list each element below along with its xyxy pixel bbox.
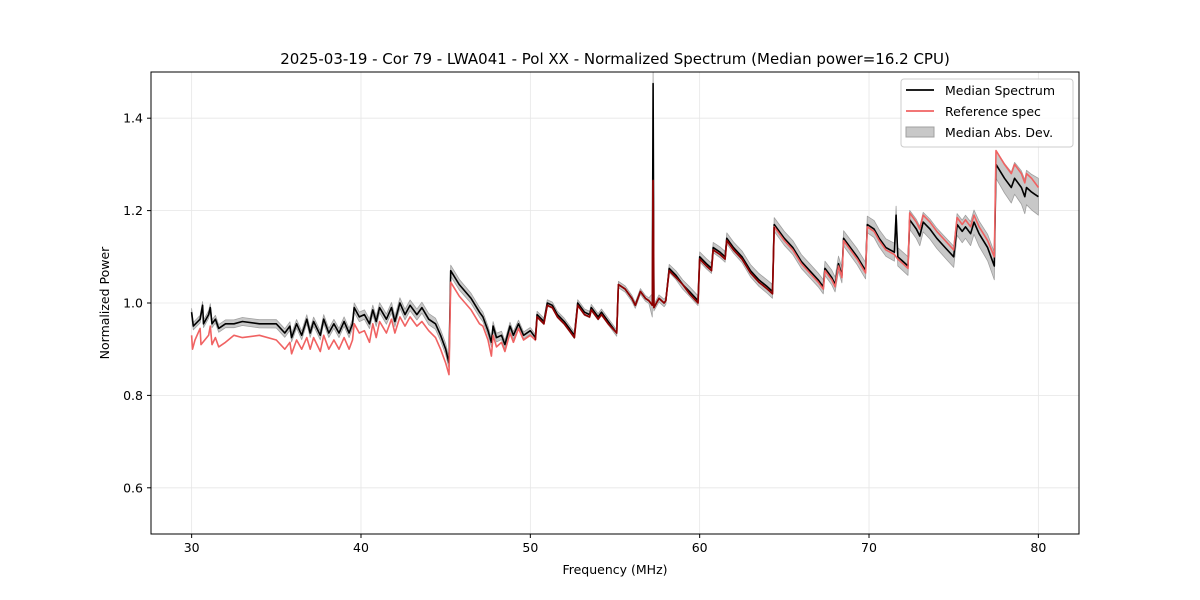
legend-label-reference-spec: Reference spec — [945, 104, 1041, 119]
x-tick-label: 80 — [1030, 540, 1046, 555]
y-tick-label: 1.4 — [123, 111, 143, 126]
x-tick-label: 30 — [184, 540, 200, 555]
series-reference-spec-overlap — [534, 179, 775, 341]
x-axis-label: Frequency (MHz) — [562, 562, 667, 577]
y-axis-label: Normalized Power — [97, 246, 112, 360]
series-median-abs-dev — [191, 72, 1039, 370]
legend-label-median-spectrum: Median Spectrum — [945, 83, 1055, 98]
x-tick-label: 40 — [353, 540, 369, 555]
legend: Median Spectrum Reference spec Median Ab… — [900, 78, 1074, 148]
y-tick-label: 1.0 — [123, 296, 143, 311]
legend-label-median-abs-dev: Median Abs. Dev. — [945, 125, 1053, 140]
x-tick-label: 60 — [692, 540, 708, 555]
legend-box — [900, 78, 1074, 148]
y-tick-label: 1.2 — [123, 203, 143, 218]
y-tick-label: 0.8 — [123, 388, 143, 403]
x-tick-label: 50 — [522, 540, 538, 555]
chart-title: 2025-03-19 - Cor 79 - LWA041 - Pol XX - … — [280, 50, 950, 68]
legend-swatch-median-abs-dev — [905, 126, 935, 138]
y-tick-label: 0.6 — [123, 480, 143, 495]
x-tick-label: 70 — [861, 540, 877, 555]
series-group — [190, 72, 1040, 376]
